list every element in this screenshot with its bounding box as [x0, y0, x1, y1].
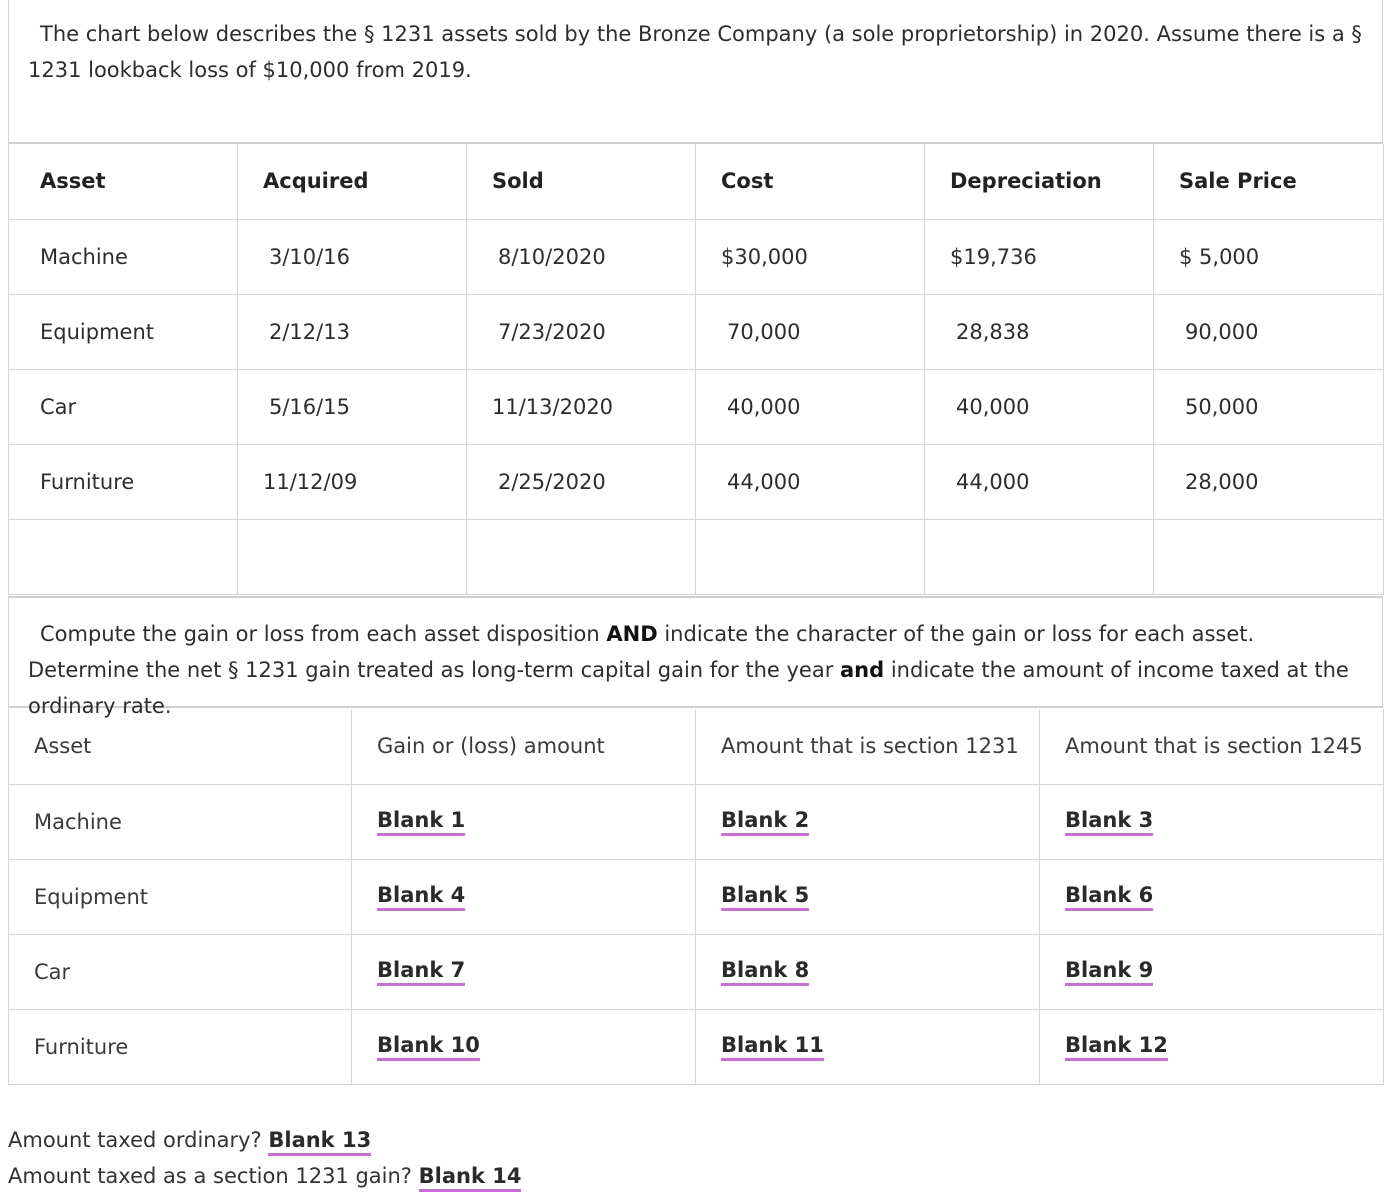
- answer-cell: Blank 12: [1039, 1008, 1384, 1085]
- intro-paragraph: The chart below describes the § 1231 ass…: [28, 22, 1362, 82]
- table-row-empty: [8, 518, 1384, 595]
- answer-table: Asset Gain or (loss) amount Amount that …: [8, 709, 1384, 1085]
- answer-header-section-1231: Amount that is section 1231: [695, 709, 1040, 785]
- instructions-emphasis: AND: [606, 622, 658, 646]
- header-asset: Asset: [8, 144, 238, 220]
- cell-asset: Furniture: [8, 443, 238, 520]
- answer-cell: Blank 8: [695, 933, 1040, 1010]
- blank-9-field[interactable]: Blank 9: [1065, 958, 1154, 986]
- blank-2-field[interactable]: Blank 2: [721, 808, 810, 836]
- answer-asset-label: Machine: [8, 783, 352, 860]
- cell-asset: Equipment: [8, 293, 238, 370]
- cell-sale-price: 50,000: [1153, 368, 1384, 445]
- answer-cell: Blank 1: [351, 783, 696, 860]
- blank-12-field[interactable]: Blank 12: [1065, 1033, 1168, 1061]
- table-row: Furniture Blank 10 Blank 11 Blank 12: [8, 1008, 1384, 1085]
- table-row: Furniture 11/12/09 2/25/2020 44,000 44,0…: [8, 443, 1384, 520]
- instructions-text: Compute the gain or loss from each asset…: [40, 622, 607, 646]
- cell-acquired: 11/12/09: [237, 443, 467, 520]
- header-acquired: Acquired: [237, 144, 467, 220]
- question-ordinary: Amount taxed ordinary? Blank 13: [8, 1126, 372, 1156]
- empty-cell: [695, 518, 925, 595]
- cell-sold: 2/25/2020: [466, 443, 696, 520]
- cell-asset: Car: [8, 368, 238, 445]
- cell-sold: 7/23/2020: [466, 293, 696, 370]
- table-row: Machine 3/10/16 8/10/2020 $30,000 $19,73…: [8, 218, 1384, 295]
- cell-cost: $30,000: [695, 218, 925, 295]
- cell-cost: 70,000: [695, 293, 925, 370]
- table-row: Equipment Blank 4 Blank 5 Blank 6: [8, 858, 1384, 935]
- header-sold: Sold: [466, 144, 696, 220]
- blank-8-field[interactable]: Blank 8: [721, 958, 810, 986]
- blank-3-field[interactable]: Blank 3: [1065, 808, 1154, 836]
- answer-cell: Blank 3: [1039, 783, 1384, 860]
- instructions-box: [8, 596, 1383, 708]
- instructions-text: indicate the character of the gain or lo…: [28, 622, 1255, 682]
- cell-sold: 8/10/2020: [466, 218, 696, 295]
- answer-cell: Blank 6: [1039, 858, 1384, 935]
- cell-depreciation: $19,736: [924, 218, 1154, 295]
- cell-sale-price: $ 5,000: [1153, 218, 1384, 295]
- blank-1-field[interactable]: Blank 1: [377, 808, 466, 836]
- blank-4-field[interactable]: Blank 4: [377, 883, 466, 911]
- answer-cell: Blank 9: [1039, 933, 1384, 1010]
- question-section-1231-label: Amount taxed as a section 1231 gain?: [8, 1164, 412, 1188]
- cell-depreciation: 28,838: [924, 293, 1154, 370]
- blank-11-field[interactable]: Blank 11: [721, 1033, 824, 1061]
- question-section-1231: Amount taxed as a section 1231 gain? Bla…: [8, 1162, 522, 1192]
- instructions-paragraph: Compute the gain or loss from each asset…: [28, 616, 1368, 724]
- answer-asset-label: Car: [8, 933, 352, 1010]
- blank-10-field[interactable]: Blank 10: [377, 1033, 480, 1061]
- cell-sale-price: 90,000: [1153, 293, 1384, 370]
- asset-table: Asset Acquired Sold Cost Depreciation Sa…: [8, 144, 1384, 595]
- instructions-emphasis: and: [840, 658, 885, 682]
- answer-table-header-row: Asset Gain or (loss) amount Amount that …: [8, 709, 1384, 785]
- answer-asset-label: Equipment: [8, 858, 352, 935]
- header-sale-price: Sale Price: [1153, 144, 1384, 220]
- cell-depreciation: 44,000: [924, 443, 1154, 520]
- cell-cost: 44,000: [695, 443, 925, 520]
- instructions-text: indicate the amount of income taxed at t…: [28, 658, 1349, 718]
- empty-cell: [924, 518, 1154, 595]
- blank-14-field[interactable]: Blank 14: [418, 1164, 522, 1192]
- empty-cell: [466, 518, 696, 595]
- intro-box: [8, 0, 1383, 144]
- table-row: Car 5/16/15 11/13/2020 40,000 40,000 50,…: [8, 368, 1384, 445]
- cell-cost: 40,000: [695, 368, 925, 445]
- table-row: Machine Blank 1 Blank 2 Blank 3: [8, 783, 1384, 860]
- answer-cell: Blank 2: [695, 783, 1040, 860]
- table-row: Equipment 2/12/13 7/23/2020 70,000 28,83…: [8, 293, 1384, 370]
- empty-cell: [237, 518, 467, 595]
- blank-6-field[interactable]: Blank 6: [1065, 883, 1154, 911]
- blank-13-field[interactable]: Blank 13: [268, 1128, 372, 1156]
- answer-cell: Blank 4: [351, 858, 696, 935]
- answer-cell: Blank 7: [351, 933, 696, 1010]
- answer-cell: Blank 5: [695, 858, 1040, 935]
- cell-acquired: 3/10/16: [237, 218, 467, 295]
- answer-cell: Blank 10: [351, 1008, 696, 1085]
- empty-cell: [8, 518, 238, 595]
- cell-depreciation: 40,000: [924, 368, 1154, 445]
- answer-asset-label: Furniture: [8, 1008, 352, 1085]
- empty-cell: [1153, 518, 1384, 595]
- cell-acquired: 5/16/15: [237, 368, 467, 445]
- answer-cell: Blank 11: [695, 1008, 1040, 1085]
- header-depreciation: Depreciation: [924, 144, 1154, 220]
- cell-sale-price: 28,000: [1153, 443, 1384, 520]
- blank-7-field[interactable]: Blank 7: [377, 958, 466, 986]
- cell-asset: Machine: [8, 218, 238, 295]
- cell-acquired: 2/12/13: [237, 293, 467, 370]
- header-cost: Cost: [695, 144, 925, 220]
- answer-header-section-1245: Amount that is section 1245: [1039, 709, 1384, 785]
- question-ordinary-label: Amount taxed ordinary?: [8, 1128, 262, 1152]
- blank-5-field[interactable]: Blank 5: [721, 883, 810, 911]
- answer-header-asset: Asset: [8, 709, 352, 785]
- answer-header-gain-loss: Gain or (loss) amount: [351, 709, 696, 785]
- cell-sold: 11/13/2020: [466, 368, 696, 445]
- asset-table-header-row: Asset Acquired Sold Cost Depreciation Sa…: [8, 144, 1384, 220]
- table-row: Car Blank 7 Blank 8 Blank 9: [8, 933, 1384, 1010]
